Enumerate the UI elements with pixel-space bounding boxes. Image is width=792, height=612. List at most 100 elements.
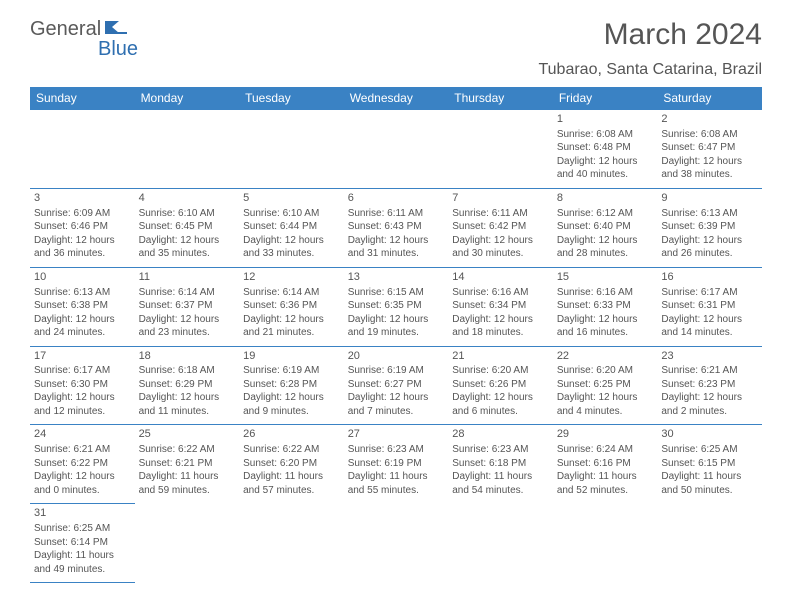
daylight-text: Daylight: 11 hours and 49 minutes.: [34, 549, 131, 576]
daylight-text: Daylight: 12 hours and 6 minutes.: [452, 391, 549, 418]
daylight-text: Daylight: 11 hours and 57 minutes.: [243, 470, 340, 497]
sunrise-text: Sunrise: 6:15 AM: [348, 286, 445, 300]
day-header: Tuesday: [239, 87, 344, 110]
sunset-text: Sunset: 6:22 PM: [34, 457, 131, 471]
sunset-text: Sunset: 6:42 PM: [452, 220, 549, 234]
daylight-text: Daylight: 12 hours and 4 minutes.: [557, 391, 654, 418]
calendar-day-cell: 9Sunrise: 6:13 AMSunset: 6:39 PMDaylight…: [657, 188, 762, 267]
calendar-day-cell: 7Sunrise: 6:11 AMSunset: 6:42 PMDaylight…: [448, 188, 553, 267]
calendar-day-cell: 27Sunrise: 6:23 AMSunset: 6:19 PMDayligh…: [344, 425, 449, 504]
calendar-body: 1Sunrise: 6:08 AMSunset: 6:48 PMDaylight…: [30, 110, 762, 583]
calendar-day-cell: 8Sunrise: 6:12 AMSunset: 6:40 PMDaylight…: [553, 188, 658, 267]
logo-text-general: General: [30, 18, 101, 41]
calendar-day-cell: 17Sunrise: 6:17 AMSunset: 6:30 PMDayligh…: [30, 346, 135, 425]
calendar-day-cell: 12Sunrise: 6:14 AMSunset: 6:36 PMDayligh…: [239, 267, 344, 346]
sunrise-text: Sunrise: 6:19 AM: [243, 364, 340, 378]
sunset-text: Sunset: 6:43 PM: [348, 220, 445, 234]
sunset-text: Sunset: 6:45 PM: [139, 220, 236, 234]
calendar-day-cell: 2Sunrise: 6:08 AMSunset: 6:47 PMDaylight…: [657, 110, 762, 189]
calendar-header-row: SundayMondayTuesdayWednesdayThursdayFrid…: [30, 87, 762, 110]
day-header: Thursday: [448, 87, 553, 110]
daylight-text: Daylight: 11 hours and 52 minutes.: [557, 470, 654, 497]
calendar-empty-cell: [448, 110, 553, 189]
daylight-text: Daylight: 12 hours and 28 minutes.: [557, 234, 654, 261]
calendar-empty-cell: [344, 110, 449, 189]
day-header: Friday: [553, 87, 658, 110]
calendar-empty-cell: [448, 504, 553, 583]
calendar-day-cell: 14Sunrise: 6:16 AMSunset: 6:34 PMDayligh…: [448, 267, 553, 346]
daylight-text: Daylight: 12 hours and 35 minutes.: [139, 234, 236, 261]
sunset-text: Sunset: 6:33 PM: [557, 299, 654, 313]
daylight-text: Daylight: 12 hours and 12 minutes.: [34, 391, 131, 418]
sunset-text: Sunset: 6:16 PM: [557, 457, 654, 471]
daylight-text: Daylight: 11 hours and 50 minutes.: [661, 470, 758, 497]
sunset-text: Sunset: 6:14 PM: [34, 536, 131, 550]
sunrise-text: Sunrise: 6:19 AM: [348, 364, 445, 378]
sunset-text: Sunset: 6:26 PM: [452, 378, 549, 392]
day-header: Sunday: [30, 87, 135, 110]
day-number: 29: [557, 427, 654, 442]
calendar-day-cell: 24Sunrise: 6:21 AMSunset: 6:22 PMDayligh…: [30, 425, 135, 504]
sunrise-text: Sunrise: 6:24 AM: [557, 443, 654, 457]
calendar-week-row: 3Sunrise: 6:09 AMSunset: 6:46 PMDaylight…: [30, 188, 762, 267]
calendar-week-row: 1Sunrise: 6:08 AMSunset: 6:48 PMDaylight…: [30, 110, 762, 189]
sunset-text: Sunset: 6:30 PM: [34, 378, 131, 392]
sunrise-text: Sunrise: 6:20 AM: [452, 364, 549, 378]
daylight-text: Daylight: 11 hours and 59 minutes.: [139, 470, 236, 497]
sunrise-text: Sunrise: 6:20 AM: [557, 364, 654, 378]
day-number: 20: [348, 349, 445, 364]
calendar-week-row: 10Sunrise: 6:13 AMSunset: 6:38 PMDayligh…: [30, 267, 762, 346]
sunrise-text: Sunrise: 6:11 AM: [348, 207, 445, 221]
calendar-day-cell: 3Sunrise: 6:09 AMSunset: 6:46 PMDaylight…: [30, 188, 135, 267]
daylight-text: Daylight: 12 hours and 14 minutes.: [661, 313, 758, 340]
calendar-day-cell: 26Sunrise: 6:22 AMSunset: 6:20 PMDayligh…: [239, 425, 344, 504]
daylight-text: Daylight: 12 hours and 9 minutes.: [243, 391, 340, 418]
sunrise-text: Sunrise: 6:14 AM: [139, 286, 236, 300]
day-number: 26: [243, 427, 340, 442]
sunrise-text: Sunrise: 6:18 AM: [139, 364, 236, 378]
sunset-text: Sunset: 6:39 PM: [661, 220, 758, 234]
calendar-empty-cell: [239, 504, 344, 583]
daylight-text: Daylight: 12 hours and 31 minutes.: [348, 234, 445, 261]
sunrise-text: Sunrise: 6:13 AM: [661, 207, 758, 221]
sunset-text: Sunset: 6:34 PM: [452, 299, 549, 313]
calendar-day-cell: 30Sunrise: 6:25 AMSunset: 6:15 PMDayligh…: [657, 425, 762, 504]
day-number: 7: [452, 191, 549, 206]
day-number: 9: [661, 191, 758, 206]
calendar-empty-cell: [135, 504, 240, 583]
sunrise-text: Sunrise: 6:23 AM: [348, 443, 445, 457]
day-number: 3: [34, 191, 131, 206]
daylight-text: Daylight: 12 hours and 23 minutes.: [139, 313, 236, 340]
sunrise-text: Sunrise: 6:23 AM: [452, 443, 549, 457]
sunrise-text: Sunrise: 6:17 AM: [661, 286, 758, 300]
day-number: 22: [557, 349, 654, 364]
daylight-text: Daylight: 12 hours and 21 minutes.: [243, 313, 340, 340]
daylight-text: Daylight: 12 hours and 24 minutes.: [34, 313, 131, 340]
calendar-day-cell: 22Sunrise: 6:20 AMSunset: 6:25 PMDayligh…: [553, 346, 658, 425]
calendar-table: SundayMondayTuesdayWednesdayThursdayFrid…: [30, 87, 762, 583]
sunset-text: Sunset: 6:27 PM: [348, 378, 445, 392]
sunset-text: Sunset: 6:20 PM: [243, 457, 340, 471]
sunrise-text: Sunrise: 6:16 AM: [452, 286, 549, 300]
sunset-text: Sunset: 6:36 PM: [243, 299, 340, 313]
calendar-day-cell: 6Sunrise: 6:11 AMSunset: 6:43 PMDaylight…: [344, 188, 449, 267]
page-title: March 2024: [604, 18, 762, 52]
sunset-text: Sunset: 6:44 PM: [243, 220, 340, 234]
sunrise-text: Sunrise: 6:14 AM: [243, 286, 340, 300]
calendar-day-cell: 4Sunrise: 6:10 AMSunset: 6:45 PMDaylight…: [135, 188, 240, 267]
calendar-day-cell: 16Sunrise: 6:17 AMSunset: 6:31 PMDayligh…: [657, 267, 762, 346]
day-number: 15: [557, 270, 654, 285]
daylight-text: Daylight: 12 hours and 38 minutes.: [661, 155, 758, 182]
day-number: 1: [557, 112, 654, 127]
calendar-day-cell: 11Sunrise: 6:14 AMSunset: 6:37 PMDayligh…: [135, 267, 240, 346]
calendar-empty-cell: [135, 110, 240, 189]
sunrise-text: Sunrise: 6:21 AM: [661, 364, 758, 378]
calendar-day-cell: 13Sunrise: 6:15 AMSunset: 6:35 PMDayligh…: [344, 267, 449, 346]
calendar-day-cell: 25Sunrise: 6:22 AMSunset: 6:21 PMDayligh…: [135, 425, 240, 504]
calendar-day-cell: 18Sunrise: 6:18 AMSunset: 6:29 PMDayligh…: [135, 346, 240, 425]
sunset-text: Sunset: 6:35 PM: [348, 299, 445, 313]
day-number: 31: [34, 506, 131, 521]
sunset-text: Sunset: 6:18 PM: [452, 457, 549, 471]
sunset-text: Sunset: 6:29 PM: [139, 378, 236, 392]
sunrise-text: Sunrise: 6:25 AM: [34, 522, 131, 536]
